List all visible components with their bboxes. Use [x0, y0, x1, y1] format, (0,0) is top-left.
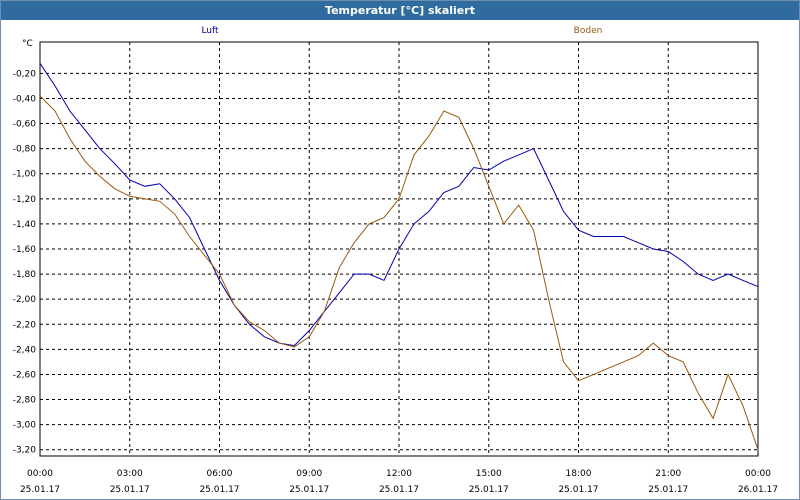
y-tick-label: -2,00	[13, 295, 37, 305]
y-tick-label: -1,20	[13, 195, 37, 205]
series-lines	[39, 63, 759, 450]
window-title: Temperatur [°C] skaliert	[1, 1, 799, 20]
y-axis-ticks: -0,20 -0,40 -0,60 -0,80 -1,00 -1,20 -1,40 -1,60…	[13, 69, 37, 455]
y-tick-label: -0,80	[13, 145, 37, 155]
y-tick-label: -0,60	[13, 120, 37, 130]
x-tick-time: 18:00	[566, 469, 592, 479]
x-tick-time: 00:00	[27, 469, 53, 479]
x-tick-date: 25.01.17	[558, 485, 598, 495]
x-tick-time: 21:00	[655, 469, 681, 479]
y-axis-label: °C	[22, 39, 33, 49]
x-tick-date: 25.01.17	[379, 485, 419, 495]
x-tick-time: 12:00	[386, 469, 412, 479]
x-axis-ticks: 00:00 25.01.17 03:00 25.01.17 06:00 25.01.17 0…	[20, 469, 778, 495]
x-tick-time: 09:00	[296, 469, 322, 479]
series-line-boden	[39, 95, 759, 450]
y-tick-label: -2,80	[13, 396, 37, 406]
y-tick-label: -3,20	[13, 446, 37, 456]
y-tick-label: -1,40	[13, 220, 37, 230]
x-tick-time: 03:00	[117, 469, 143, 479]
x-tick-time: 06:00	[207, 469, 233, 479]
y-tick-label: -3,00	[13, 421, 37, 431]
x-tick-date: 25.01.17	[648, 485, 688, 495]
y-tick-label: -2,20	[13, 320, 37, 330]
y-tick-label: -1,80	[13, 270, 37, 280]
x-tick-date: 25.01.17	[110, 485, 150, 495]
x-tick-date: 25.01.17	[469, 485, 509, 495]
x-tick-date: 25.01.17	[20, 485, 60, 495]
legend-boden: Boden	[574, 26, 603, 36]
grid-lines	[40, 42, 758, 456]
x-tick-date: 26.01.17	[738, 485, 778, 495]
legend-luft: Luft	[201, 26, 219, 36]
x-tick-date: 25.01.17	[289, 485, 329, 495]
x-tick-time: 00:00	[745, 469, 771, 479]
y-tick-label: -0,20	[13, 69, 37, 79]
y-tick-label: -1,60	[13, 245, 37, 255]
series-line-luft	[39, 63, 759, 347]
y-tick-label: -1,00	[13, 170, 37, 180]
y-tick-label: -2,40	[13, 345, 37, 355]
y-tick-label: -2,60	[13, 370, 37, 380]
x-tick-time: 15:00	[476, 469, 502, 479]
x-tick-date: 25.01.17	[199, 485, 239, 495]
y-tick-label: -0,40	[13, 94, 37, 104]
